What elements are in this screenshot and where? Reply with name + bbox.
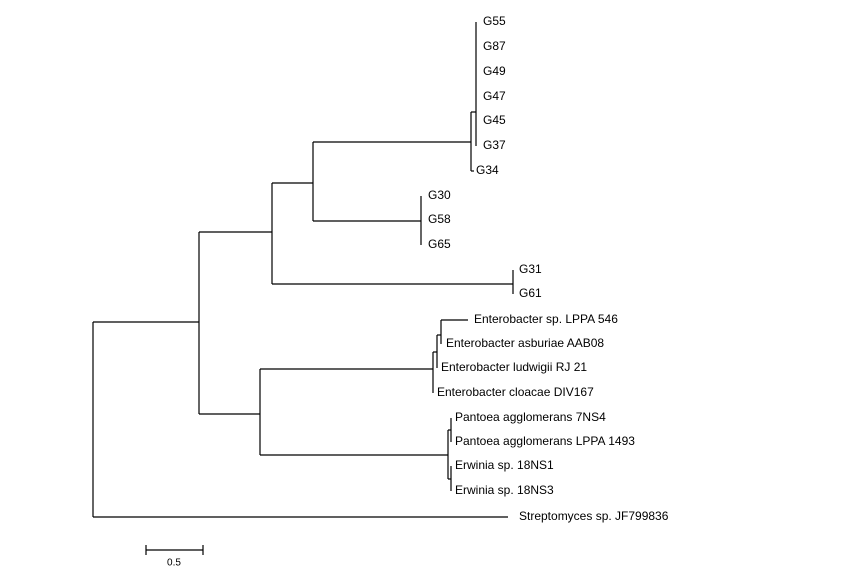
scale-bar: 0.5 [145, 545, 204, 569]
leaf-label: G45 [483, 113, 506, 127]
leaf-label: Pantoea agglomerans LPPA 1493 [455, 434, 635, 448]
leaf-label: G49 [483, 64, 506, 78]
tree-branches [92, 22, 514, 518]
leaf-label: Enterobacter sp. LPPA 546 [474, 312, 618, 326]
leaf-label: G87 [483, 39, 506, 53]
leaf-label: Enterobacter cloacae DIV167 [437, 385, 594, 399]
leaf-label: G47 [483, 89, 506, 103]
leaf-label: Erwinia sp. 18NS1 [455, 458, 554, 472]
leaf-label: G65 [428, 237, 451, 251]
leaf-labels: G55 G87 G49 G47 G45 G37 G34 G30 G58 G65 G31 G61 Ente… [428, 14, 669, 523]
leaf-label: G34 [476, 163, 499, 177]
leaf-label: Erwinia sp. 18NS3 [455, 483, 554, 497]
leaf-label: G30 [428, 188, 451, 202]
leaf-label: G61 [519, 286, 542, 300]
leaf-label: Enterobacter asburiae AAB08 [446, 336, 604, 350]
leaf-label: G37 [483, 138, 506, 152]
leaf-label: Pantoea agglomerans 7NS4 [455, 410, 606, 424]
leaf-label: Enterobacter ludwigii RJ 21 [441, 360, 587, 374]
leaf-label: G31 [519, 262, 542, 276]
leaf-label: G58 [428, 212, 451, 226]
scale-label: 0.5 [167, 558, 181, 569]
leaf-label: G55 [483, 14, 506, 28]
leaf-label: Streptomyces sp. JF799836 [519, 509, 669, 523]
